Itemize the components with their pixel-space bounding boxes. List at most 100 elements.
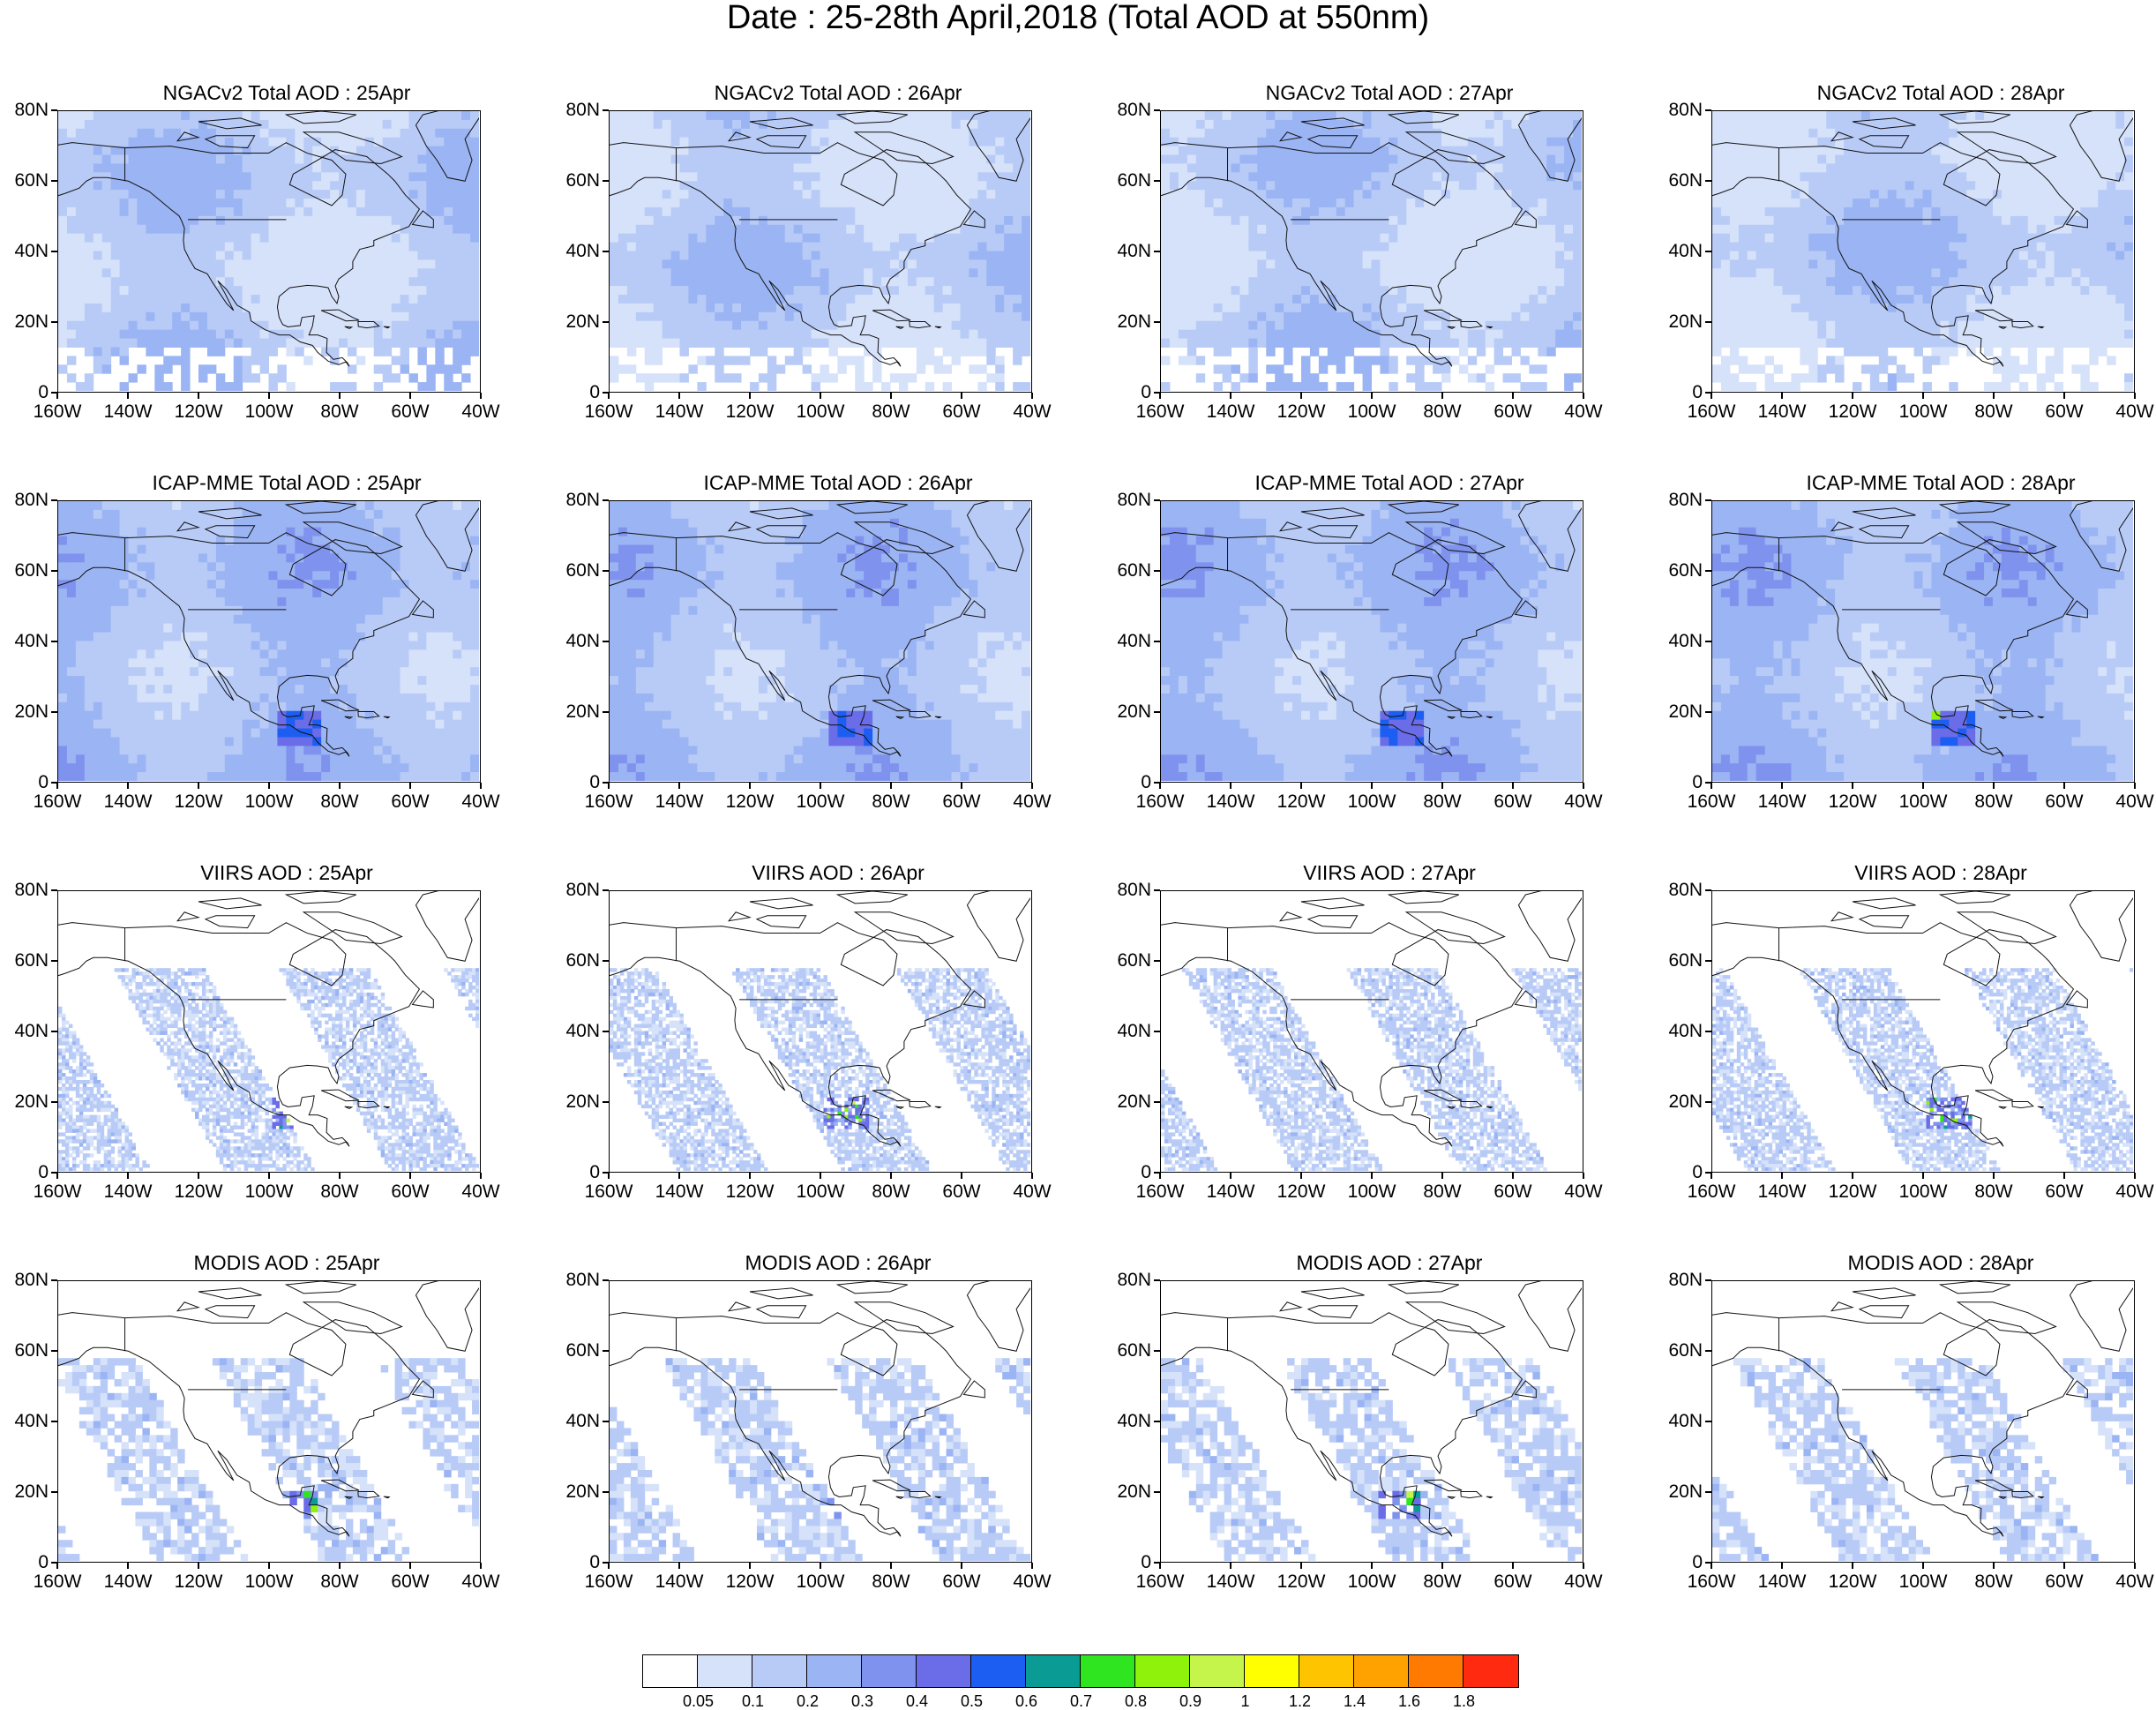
panel-title: NGACv2 Total AOD : 27Apr xyxy=(1160,79,1619,108)
lon-tick-label: 100W xyxy=(797,791,845,813)
lat-tick-label: 60N xyxy=(1668,561,1703,581)
map-panel: ICAP-MME Total AOD : 28Apr 80N 60N 40N 20N 0 1… xyxy=(1668,469,2156,818)
lat-tick-label: 40N xyxy=(1117,242,1151,261)
lat-tick xyxy=(1705,889,1711,891)
map-panel: ICAP-MME Total AOD : 25Apr 80N 60N 40N 20N 0 1… xyxy=(14,469,547,818)
lat-tick xyxy=(1705,641,1711,642)
lat-tick xyxy=(1705,1101,1711,1103)
lon-tick-label: 80W xyxy=(1974,1571,2012,1593)
lon-tick xyxy=(961,393,962,399)
lon-tick xyxy=(1230,1563,1231,1569)
lon-tick-label: 40W xyxy=(1564,1181,1602,1203)
lon-tick-label: 60W xyxy=(391,791,429,813)
aod-map xyxy=(1712,891,2133,1171)
lat-tick-label: 60N xyxy=(565,1341,600,1361)
lat-tick xyxy=(1705,1031,1711,1032)
lat-tick xyxy=(51,499,57,501)
panel-title: MODIS AOD : 26Apr xyxy=(609,1249,1067,1278)
lon-tick xyxy=(409,1173,411,1179)
lat-tick xyxy=(51,570,57,572)
lat-tick xyxy=(1154,1350,1160,1352)
lon-tick xyxy=(56,1173,58,1179)
lon-tick-label: 40W xyxy=(461,401,499,423)
colorbar-label: 1.6 xyxy=(1398,1692,1420,1710)
lon-tick-label: 40W xyxy=(1013,791,1051,813)
lon-tick xyxy=(1852,393,1853,399)
coastlines xyxy=(1161,111,1582,367)
map-area xyxy=(1711,500,2135,783)
lon-tick xyxy=(1300,783,1302,789)
lat-tick xyxy=(51,251,57,252)
lon-tick xyxy=(2063,1563,2065,1569)
lon-tick-label: 120W xyxy=(726,791,775,813)
lat-tick-label: 80N xyxy=(1668,491,1703,510)
lon-tick xyxy=(480,783,482,789)
lon-tick-label: 100W xyxy=(1348,401,1396,423)
lat-tick-label: 60N xyxy=(14,951,49,971)
map-area xyxy=(1160,500,1583,783)
lon-tick xyxy=(1031,1563,1033,1569)
lat-tick-label: 60N xyxy=(1668,171,1703,191)
colorbar-swatch xyxy=(1245,1655,1299,1687)
lon-tick xyxy=(608,393,610,399)
lat-tick-label: 80N xyxy=(14,491,49,510)
map-panel: NGACv2 Total AOD : 28Apr 80N 60N 40N 20N 0 160… xyxy=(1668,79,2156,428)
lon-tick-label: 60W xyxy=(1493,401,1531,423)
lon-tick xyxy=(1512,1563,1514,1569)
colorbar-swatch xyxy=(752,1655,807,1687)
lon-tick xyxy=(1993,1173,1995,1179)
lon-tick-label: 80W xyxy=(320,791,358,813)
map-area xyxy=(57,500,481,783)
map-panel: NGACv2 Total AOD : 25Apr 80N 60N 40N 20N 0 160… xyxy=(14,79,547,428)
lon-tick xyxy=(678,1173,680,1179)
map-area xyxy=(609,1280,1032,1563)
lat-tick-label: 0 xyxy=(1692,1163,1703,1182)
map-area xyxy=(1711,890,2135,1173)
lat-tick-label: 20N xyxy=(14,1482,49,1502)
panel-title: MODIS AOD : 25Apr xyxy=(57,1249,516,1278)
lat-tick xyxy=(51,1491,57,1493)
map-area xyxy=(609,110,1032,393)
lon-tick xyxy=(268,783,270,789)
lon-tick-label: 120W xyxy=(1277,401,1326,423)
colorbar-swatch xyxy=(698,1655,752,1687)
lat-tick xyxy=(603,1101,609,1103)
coastlines xyxy=(610,1281,1030,1537)
lon-tick-label: 100W xyxy=(1899,401,1948,423)
lon-tick-label: 120W xyxy=(175,1571,223,1593)
panel-title: MODIS AOD : 27Apr xyxy=(1160,1249,1619,1278)
lon-tick-label: 60W xyxy=(391,1181,429,1203)
lon-tick xyxy=(1781,393,1783,399)
lat-tick-label: 40N xyxy=(565,1022,600,1041)
colorbar-swatch xyxy=(1026,1655,1081,1687)
lon-tick-label: 120W xyxy=(1277,1181,1326,1203)
lat-tick-label: 80N xyxy=(14,1271,49,1290)
map-panel: MODIS AOD : 25Apr 80N 60N 40N 20N 0 160W 140W 12… xyxy=(14,1249,547,1598)
lon-tick-label: 100W xyxy=(1899,791,1948,813)
lon-tick-label: 100W xyxy=(245,1181,294,1203)
lat-tick xyxy=(1154,392,1160,394)
lat-tick-label: 20N xyxy=(565,312,600,332)
lon-tick xyxy=(820,1563,821,1569)
lon-tick-label: 140W xyxy=(1207,401,1255,423)
aod-field xyxy=(1161,1358,1582,1561)
lat-tick-label: 60N xyxy=(1668,1341,1703,1361)
lon-tick xyxy=(1300,393,1302,399)
lon-tick xyxy=(961,783,962,789)
lon-tick-label: 60W xyxy=(942,1181,980,1203)
lon-tick xyxy=(608,1173,610,1179)
lon-tick xyxy=(2063,783,2065,789)
map-area xyxy=(1160,110,1583,393)
lon-tick xyxy=(890,1563,892,1569)
lon-tick-label: 120W xyxy=(175,791,223,813)
lat-tick-label: 60N xyxy=(565,951,600,971)
lon-tick xyxy=(1922,393,1924,399)
lon-tick-label: 100W xyxy=(1899,1571,1948,1593)
lat-tick xyxy=(1154,1562,1160,1564)
lon-tick xyxy=(56,393,58,399)
aod-map xyxy=(1161,111,1582,391)
aod-field xyxy=(610,968,1030,1171)
aod-map xyxy=(1712,1281,2133,1561)
lon-tick xyxy=(749,1173,751,1179)
lon-tick xyxy=(1441,1563,1443,1569)
